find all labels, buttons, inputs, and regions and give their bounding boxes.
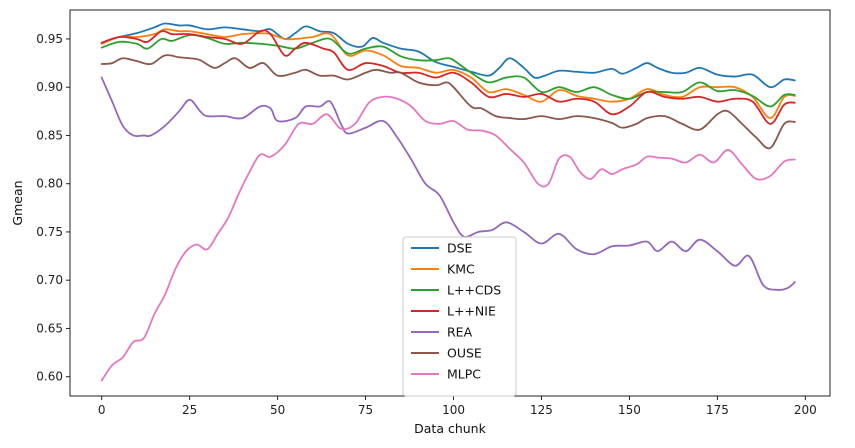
x-tick-label: 0 [98,403,106,417]
y-tick-label: 0.90 [36,80,63,94]
series-line-l-nie [100,29,796,125]
series-line-ouse [100,54,796,150]
legend-label-ouse: OUSE [447,346,482,361]
series-line-l-cds [100,34,796,108]
legend-label-rea: REA [447,325,473,340]
legend-label-kmc: KMC [447,262,475,277]
y-axis-label: Gmean [10,180,25,225]
y-axis: 0.60 0.65 0.70 0.75 0.80 0.85 0.90 0.95 [36,32,70,384]
plot-lines [100,22,796,382]
legend-label-l-cds: L++CDS [447,283,501,298]
y-tick-label: 0.60 [36,370,63,384]
y-tick-label: 0.75 [36,225,63,239]
x-tick-label: 75 [358,403,373,417]
x-tick-label: 100 [442,403,465,417]
series-line-mlpc [100,95,796,382]
x-axis: 0 25 50 75 100 125 150 175 200 [98,396,817,417]
legend-label-mlpc: MLPC [447,367,481,382]
x-tick-label: 125 [530,403,553,417]
legend: DSE KMC L++CDS L++NIE REA OUSE MLPC [402,236,517,397]
series-line-dse [100,22,796,89]
y-tick-label: 0.70 [36,273,63,287]
x-tick-label: 150 [618,403,641,417]
x-tick-label: 175 [706,403,729,417]
series-line-kmc [100,28,796,119]
series-line-rea [100,76,796,291]
legend-box [402,236,517,397]
x-tick-label: 50 [270,403,285,417]
y-tick-label: 0.80 [36,177,63,191]
y-tick-label: 0.85 [36,128,63,142]
x-tick-label: 25 [182,403,197,417]
x-tick-label: 200 [794,403,817,417]
y-tick-label: 0.65 [36,321,63,335]
legend-label-l-nie: L++NIE [447,304,496,319]
legend-label-dse: DSE [447,241,473,256]
y-tick-label: 0.95 [36,32,63,46]
x-axis-label: Data chunk [414,421,486,436]
